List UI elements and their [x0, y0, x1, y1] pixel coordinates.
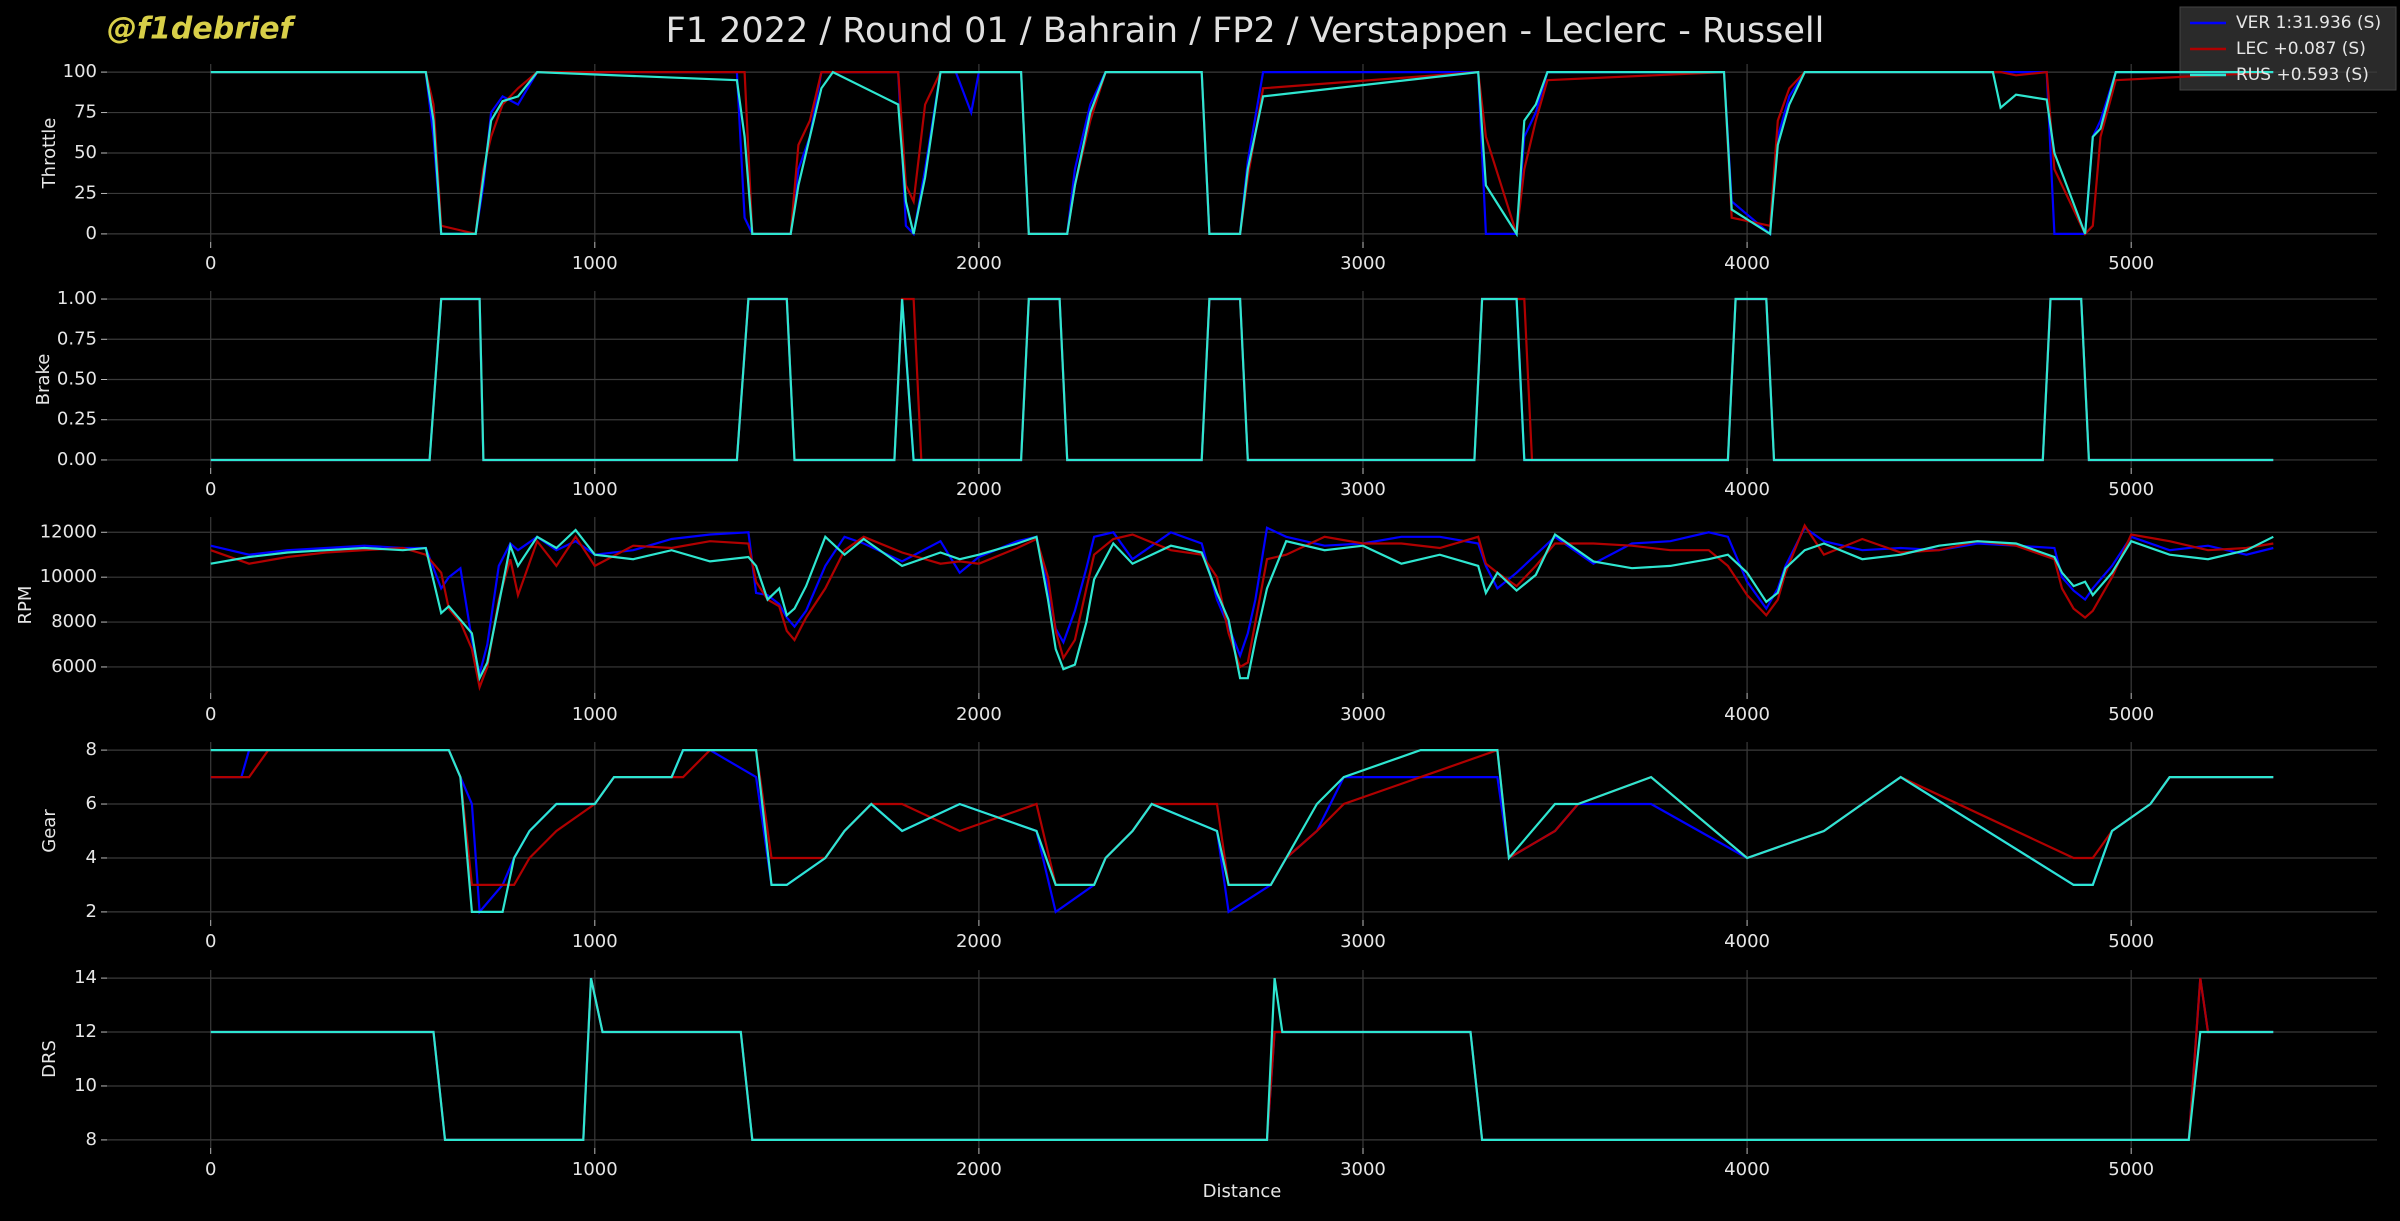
y-axis-label: RPM [15, 586, 36, 625]
legend-label: RUS +0.593 (S) [2236, 65, 2369, 85]
x-tick-label: 3000 [1340, 704, 1386, 725]
x-tick-label: 2000 [956, 704, 1002, 725]
y-tick-label: 4 [86, 847, 97, 868]
y-axis-label: Gear [39, 809, 60, 853]
x-tick-label: 0 [205, 1159, 216, 1180]
x-tick-label: 2000 [956, 1159, 1002, 1180]
y-tick-label: 2 [86, 901, 97, 922]
y-tick-label: 75 [74, 102, 97, 123]
y-axis-label: Throttle [39, 118, 60, 190]
series-line [210, 977, 2274, 1141]
y-tick-label: 12 [74, 1021, 97, 1042]
y-tick-label: 12000 [40, 521, 97, 542]
y-tick-label: 0.75 [57, 328, 97, 349]
y-tick-label: 10 [74, 1075, 97, 1096]
y-tick-label: 6 [86, 793, 97, 814]
x-tick-label: 4000 [1724, 479, 1770, 500]
x-tick-label: 2000 [956, 253, 1002, 274]
x-tick-label: 5000 [2108, 1159, 2154, 1180]
x-tick-label: 1000 [572, 479, 618, 500]
x-tick-label: 4000 [1724, 704, 1770, 725]
y-tick-label: 0.50 [57, 369, 97, 390]
y-tick-label: 25 [74, 182, 97, 203]
legend-label: VER 1:31.936 (S) [2236, 13, 2381, 33]
x-tick-label: 3000 [1340, 479, 1386, 500]
x-tick-label: 4000 [1724, 253, 1770, 274]
y-tick-label: 8 [86, 739, 97, 760]
y-tick-label: 8000 [51, 611, 97, 632]
x-tick-label: 1000 [572, 1159, 618, 1180]
x-tick-label: 1000 [572, 931, 618, 952]
x-tick-label: 0 [205, 253, 216, 274]
x-tick-label: 5000 [2108, 931, 2154, 952]
series-line [210, 526, 2274, 674]
x-tick-label: 4000 [1724, 1159, 1770, 1180]
series-line [210, 749, 2274, 913]
x-tick-label: 2000 [956, 479, 1002, 500]
watermark: @f1debrief [107, 12, 297, 47]
x-tick-label: 4000 [1724, 931, 1770, 952]
x-tick-label: 1000 [572, 253, 618, 274]
y-axis-label: Brake [33, 354, 54, 406]
x-tick-label: 5000 [2108, 253, 2154, 274]
y-tick-label: 50 [74, 142, 97, 163]
x-tick-label: 0 [205, 704, 216, 725]
y-tick-label: 14 [74, 967, 97, 988]
legend-label: LEC +0.087 (S) [2236, 39, 2366, 59]
x-tick-label: 2000 [956, 931, 1002, 952]
x-tick-label: 3000 [1340, 253, 1386, 274]
y-axis-label: DRS [39, 1040, 60, 1078]
y-tick-label: 10000 [40, 566, 97, 587]
x-tick-label: 0 [205, 479, 216, 500]
x-tick-label: 5000 [2108, 704, 2154, 725]
series-line [210, 70, 2274, 238]
y-tick-label: 0.00 [57, 449, 97, 470]
y-tick-label: 1.00 [57, 288, 97, 309]
x-tick-label: 3000 [1340, 1159, 1386, 1180]
y-tick-label: 6000 [51, 656, 97, 677]
y-tick-label: 8 [86, 1129, 97, 1150]
y-tick-label: 100 [63, 61, 97, 82]
x-tick-label: 1000 [572, 704, 618, 725]
x-axis-label: Distance [1203, 1181, 1282, 1202]
x-tick-label: 5000 [2108, 479, 2154, 500]
y-tick-label: 0.25 [57, 409, 97, 430]
series-line [210, 523, 2274, 692]
series-line [210, 528, 2274, 682]
y-tick-label: 0 [86, 223, 97, 244]
series-line [210, 297, 2274, 462]
x-tick-label: 0 [205, 931, 216, 952]
figure-title: F1 2022 / Round 01 / Bahrain / FP2 / Ver… [666, 11, 1825, 51]
x-tick-label: 3000 [1340, 931, 1386, 952]
